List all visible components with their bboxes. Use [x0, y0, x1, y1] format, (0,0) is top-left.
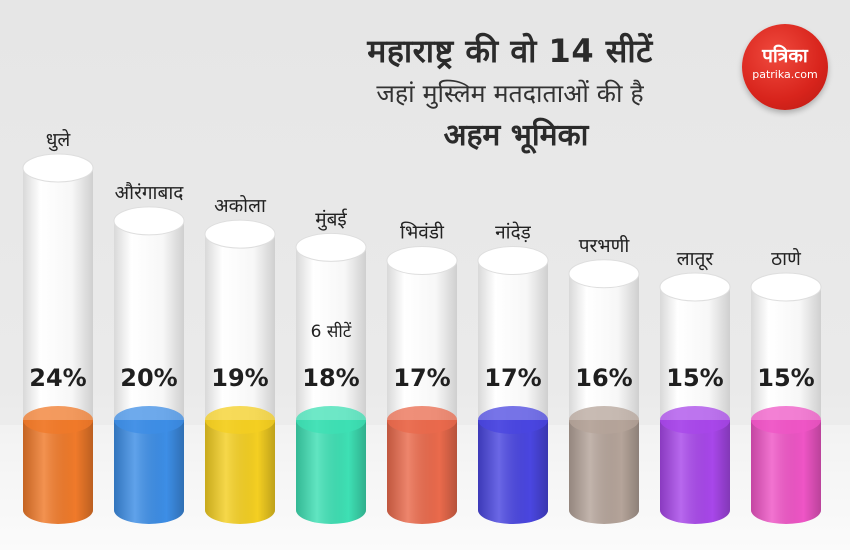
cylinder-bar-9: ठाणे 15% — [750, 247, 822, 524]
category-label: ठाणे — [771, 247, 801, 270]
cylinder-top-cap — [750, 272, 822, 302]
cylinder-liquid-shade — [205, 420, 275, 524]
cylinder-liquid-top — [23, 406, 93, 434]
cylinder-liquid-shade — [478, 420, 548, 524]
cylinder-liquid-top — [751, 406, 821, 434]
logo-url: patrika.com — [752, 68, 818, 81]
cylinder-liquid-shade — [569, 420, 639, 524]
value-label: 15% — [757, 364, 814, 392]
category-label: लातूर — [677, 248, 715, 271]
value-label: 17% — [393, 364, 450, 392]
cylinder-liquid-shade — [660, 420, 730, 524]
category-label: भिवंडी — [400, 221, 445, 244]
title-line-3: अहम भूमिका — [443, 118, 589, 153]
cylinder-bar-5: भिवंडी 17% — [386, 221, 458, 524]
cylinder-liquid-top — [660, 406, 730, 434]
value-label: 15% — [666, 364, 723, 392]
cylinder-top-cap — [22, 153, 94, 183]
category-label: नांदेड़ — [495, 221, 532, 244]
cylinder-liquid-top — [569, 406, 639, 434]
logo-name: पत्रिका — [762, 45, 808, 67]
cylinder-bar-4: मुंबई 18% — [295, 207, 367, 525]
cylinder-top-cap — [295, 232, 367, 262]
category-label: मुंबई — [315, 207, 348, 231]
title-line-1: महाराष्ट्र की वो 14 सीटें — [367, 32, 653, 70]
value-label: 18% — [302, 364, 359, 392]
cylinder-bar-6: नांदेड़ 17% — [477, 221, 549, 524]
cylinder-top-cap — [204, 219, 276, 249]
category-label: धुले — [46, 128, 72, 152]
cylinder-top-cap — [113, 206, 185, 236]
cylinder-liquid-shade — [387, 420, 457, 524]
cylinder-top-cap — [477, 246, 549, 276]
cylinder-top-cap — [568, 259, 640, 289]
patrika-logo: पत्रिका patrika.com — [742, 24, 828, 110]
title-block: महाराष्ट्र की वो 14 सीटें जहां मुस्लिम म… — [280, 28, 740, 158]
value-label: 17% — [484, 364, 541, 392]
cylinder-liquid-shade — [296, 420, 366, 524]
category-label: परभणी — [579, 234, 631, 257]
cylinder-liquid-top — [296, 406, 366, 434]
category-label: अकोला — [214, 194, 267, 217]
cylinder-liquid-shade — [23, 420, 93, 524]
value-label: 20% — [120, 364, 177, 392]
title-line-2: जहां मुस्लिम मतदाताओं की है — [376, 79, 644, 108]
cylinder-bar-2: औरंगाबाद 20% — [113, 181, 185, 524]
cylinder-liquid-shade — [114, 420, 184, 524]
cylinder-bar-7: परभणी 16% — [568, 234, 640, 524]
cylinder-top-cap — [659, 272, 731, 302]
category-label: औरंगाबाद — [115, 181, 185, 204]
cylinder-liquid-top — [387, 406, 457, 434]
cylinder-bar-1: धुले 24% — [22, 128, 94, 524]
seat-count-annotation: 6 सीटें — [311, 321, 352, 342]
value-label: 19% — [211, 364, 268, 392]
cylinder-liquid-top — [114, 406, 184, 434]
value-label: 24% — [29, 364, 86, 392]
cylinder-bar-3: अकोला 19% — [204, 194, 276, 524]
cylinder-top-cap — [386, 246, 458, 276]
cylinder-liquid-shade — [751, 420, 821, 524]
cylinder-bar-8: लातूर 15% — [659, 248, 731, 524]
cylinder-liquid-top — [478, 406, 548, 434]
value-label: 16% — [575, 364, 632, 392]
cylinder-liquid-top — [205, 406, 275, 434]
